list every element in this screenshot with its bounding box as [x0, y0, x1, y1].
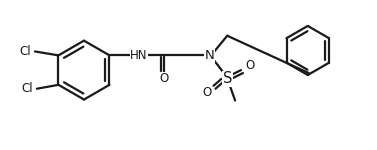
- Text: S: S: [222, 71, 232, 86]
- Text: O: O: [245, 59, 254, 72]
- Text: O: O: [160, 72, 169, 86]
- Text: Cl: Cl: [19, 45, 31, 58]
- Text: HN: HN: [130, 49, 148, 62]
- Text: Cl: Cl: [21, 82, 33, 95]
- Text: N: N: [205, 49, 215, 62]
- Text: O: O: [202, 86, 211, 99]
